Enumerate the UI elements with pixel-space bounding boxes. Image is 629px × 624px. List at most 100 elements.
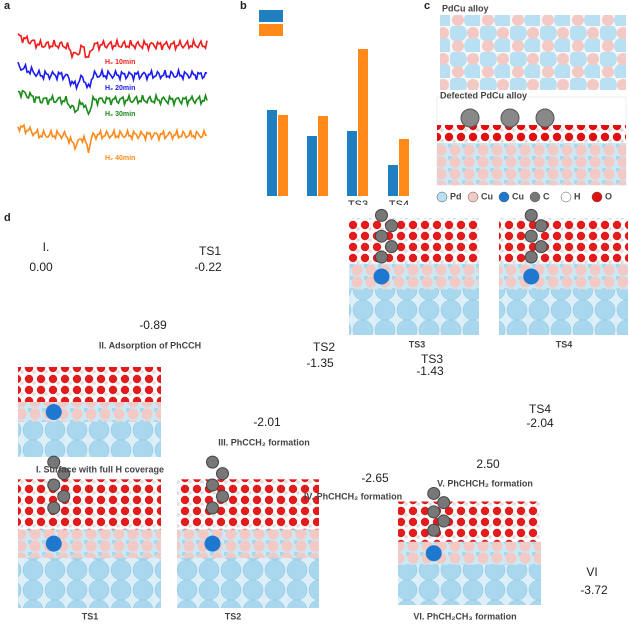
molecule [57, 489, 71, 503]
energy-label: -0.22 [194, 260, 222, 274]
image-caption: TS2 [225, 611, 242, 621]
spectrum-label: H₂ 40min [105, 155, 135, 162]
legend-swatch [259, 24, 283, 36]
molecule [375, 208, 388, 222]
spectrum-trace [17, 61, 208, 92]
slab [499, 285, 628, 335]
panel-label: d [4, 212, 11, 224]
step-caption: IV. PhCHCH₂ formation [304, 491, 402, 501]
legend-label: Cu [481, 191, 493, 201]
image-caption: TS4 [556, 339, 573, 349]
legend-label: C [543, 191, 550, 201]
legend-label: Pd [450, 191, 462, 201]
step-caption: III. PhCCH₂ formation [218, 437, 310, 447]
cu-atom [45, 404, 62, 420]
energy-label: TS4 [529, 402, 551, 416]
slab [437, 140, 626, 185]
step-caption: II. Adsorption of PhCCH [99, 340, 201, 350]
molecule [375, 250, 388, 264]
energy-label: -2.65 [361, 471, 389, 485]
cu-atom [373, 268, 390, 285]
energy-label: -0.89 [139, 318, 167, 332]
legend-atom [529, 191, 541, 203]
molecule [535, 108, 555, 128]
spectrum-label: H₂ 30min [105, 111, 135, 118]
energy-label: -1.35 [306, 356, 334, 370]
oxygen-layer [18, 479, 161, 530]
legend-atom [436, 191, 448, 203]
slab [177, 529, 319, 558]
energy-label: -3.72 [580, 583, 608, 597]
legend-label: H [574, 191, 581, 201]
molecule [427, 505, 441, 519]
energy-label: -1.43 [416, 364, 444, 378]
image-caption: TS1 [82, 611, 99, 621]
molecule [524, 208, 538, 222]
panel-label: b [240, 0, 247, 12]
bar [347, 131, 357, 196]
bar [358, 49, 368, 196]
cu-atom [45, 535, 62, 552]
oxygen-layer [499, 218, 628, 264]
slab [18, 529, 161, 558]
bar [318, 116, 328, 196]
bar [278, 115, 288, 196]
oxygen-layer [177, 479, 319, 530]
alloy-structure [440, 15, 626, 90]
spectrum-trace [17, 89, 208, 117]
molecule [534, 219, 548, 233]
slab [499, 263, 628, 290]
energy-label: TS3 [421, 352, 443, 366]
molecule [375, 229, 388, 243]
molecule [206, 478, 219, 492]
legend-atom [498, 191, 510, 203]
cu-atom [425, 545, 442, 562]
structure-title: PdCu alloy [442, 3, 489, 13]
molecule [216, 489, 229, 503]
legend-label: Cu [512, 191, 524, 201]
energy-label: -2.04 [526, 416, 554, 430]
panel-label: a [4, 0, 11, 12]
slab [398, 541, 541, 565]
energy-label: I. [43, 240, 50, 254]
slab [18, 553, 161, 608]
spectrum-trace [17, 123, 208, 153]
bar [388, 165, 398, 196]
cu-atom [523, 268, 540, 285]
energy-label: -2.01 [253, 415, 281, 429]
slab [349, 285, 479, 335]
slab [18, 419, 161, 457]
panel-label: c [424, 0, 430, 12]
energy-label: TS2 [313, 340, 335, 354]
oxygen-layer [349, 218, 479, 264]
molecule [524, 250, 538, 264]
oxygen-layer [437, 125, 626, 143]
energy-label: TS1 [199, 244, 221, 258]
molecule [47, 455, 61, 469]
slab [177, 553, 319, 608]
spectrum-label: H₂ 20min [105, 85, 135, 92]
molecule [524, 229, 538, 243]
slab [18, 402, 161, 422]
molecule [47, 478, 61, 492]
molecule [385, 219, 398, 233]
spectrum-label: H₂ 10min [105, 59, 135, 66]
step-caption: VI. PhCH₂CH₃ formation [413, 611, 516, 621]
energy-label: 2.50 [476, 457, 500, 471]
step-caption: I. Surface with full H coverage [36, 464, 164, 474]
slab [349, 263, 479, 290]
bar [307, 136, 317, 196]
molecule [385, 240, 398, 254]
structure-title: Defected PdCu alloy [440, 90, 527, 100]
molecule [437, 496, 451, 510]
molecule [460, 108, 480, 128]
molecule [206, 501, 219, 515]
molecule [206, 455, 219, 469]
cu-atom [204, 535, 221, 552]
energy-label: 0.00 [29, 260, 53, 274]
molecule [500, 108, 520, 128]
molecule [216, 467, 229, 481]
bar [399, 139, 409, 196]
bar [267, 110, 277, 196]
